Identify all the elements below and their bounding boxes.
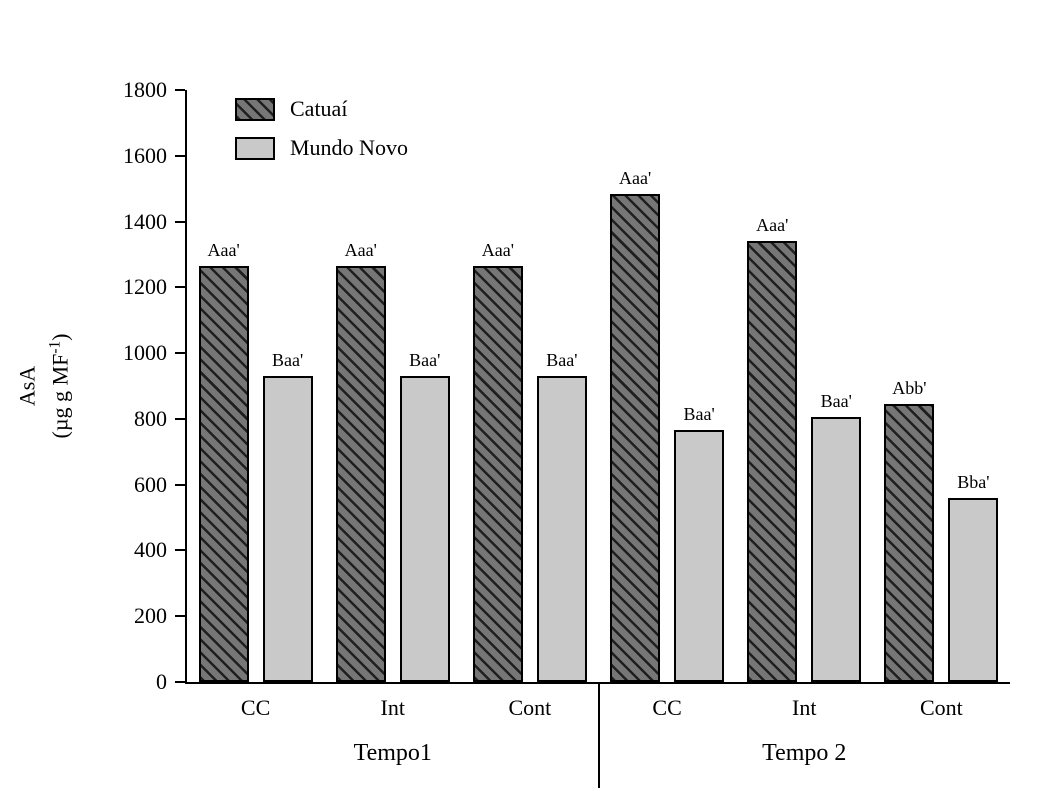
y-tick-mark [175,615,185,618]
x-tick-label-cc-3: CC [652,695,682,720]
x-tick-label-cont-2: Cont [508,695,552,720]
bar-annotation: Baa' [271,350,304,371]
bar-mundo-novo-int-1 [399,376,450,682]
bar-annotation: Aaa' [344,239,377,260]
x-tick-label-cont-5: Cont [920,695,963,720]
group-label-0: Tempo1 [353,740,432,766]
y-tick-mark [175,483,185,486]
y-tick-label: 1400 [123,208,167,234]
bar-annotation: Aaa' [207,239,240,260]
bar-catuai-cont-5 [884,404,935,682]
bar-annotation: Aaa' [618,167,652,188]
bar-annotation: Baa' [546,350,578,371]
y-axis-unit-close: ) [47,333,73,341]
y-tick-mark [175,549,185,552]
bar-mundo-novo-cc-3 [674,430,725,682]
bar-catuai-cont-2 [472,265,523,682]
y-tick-mark [175,89,185,91]
y-tick-label: 1200 [123,274,167,300]
plot-area: Catuaí Mundo Novo Aaa' Aaa' Aaa' Aaa' Aaa' Ab… [185,90,1010,684]
bar-mundo-novo-cont-5 [948,497,999,682]
bar-mundo-novo-cont-2 [536,376,587,682]
x-tick-label-int-4: Int [792,695,817,720]
y-tick-label: 200 [134,603,167,629]
bar-catuai-int-1 [335,265,386,682]
bar-mundo-novo-int-4 [811,417,862,682]
legend-label-mundo-novo: Mundo Novo [290,135,408,160]
y-axis-unit-exponent: -1 [46,340,64,354]
bar-catuai-cc-0 [198,265,249,682]
y-axis-title-line1: AsA [14,365,40,407]
bar-mundo-novo-cc-0 [262,376,313,682]
bar-catuai-int-4 [747,241,798,682]
bar-annotation: Abb' [892,378,927,399]
y-tick-mark [175,286,185,289]
y-tick-mark [175,681,185,683]
y-axis-unit-text: (µg g MF [47,353,73,439]
bar-annotation: Baa' [409,350,441,371]
legend-item-mundo-novo: Mundo Novo [235,135,408,161]
y-tick-mark [175,417,185,420]
y-tick-mark [175,154,185,157]
legend-item-catuai: Catuaí [235,96,408,122]
y-tick-label: 0 [156,669,167,694]
bar-annotation: Aaa' [756,215,789,236]
legend-swatch-mundo-novo [235,136,275,160]
bar-annotation: Baa' [683,404,715,425]
y-tick-mark [175,352,185,355]
y-tick-label: 1800 [123,77,167,102]
bar-annotation: Baa' [820,391,852,412]
x-tick-label-int-1: Int [380,695,405,720]
y-axis-title: AsA (µg g MF-1) [13,334,74,439]
legend-swatch-catuai [235,97,275,121]
bar-annotation: Aaa' [481,239,515,260]
y-tick-label: 800 [134,405,167,431]
bar-catuai-cc-3 [610,193,661,682]
bar-annotation: Bba' [957,471,990,492]
group-divider [597,682,600,788]
x-tick-label-cc-0: CC [240,695,271,720]
y-tick-mark [175,220,185,223]
group-label-1: Tempo 2 [762,740,847,766]
legend: Catuaí Mundo Novo [235,96,408,174]
legend-label-catuai: Catuaí [290,96,348,121]
y-tick-label: 1000 [123,340,167,366]
y-tick-label: 1600 [123,142,167,168]
y-tick-label: 400 [134,537,167,563]
y-axis-title-line2: (µg g MF-1) [41,334,74,439]
y-tick-label: 600 [134,471,167,497]
